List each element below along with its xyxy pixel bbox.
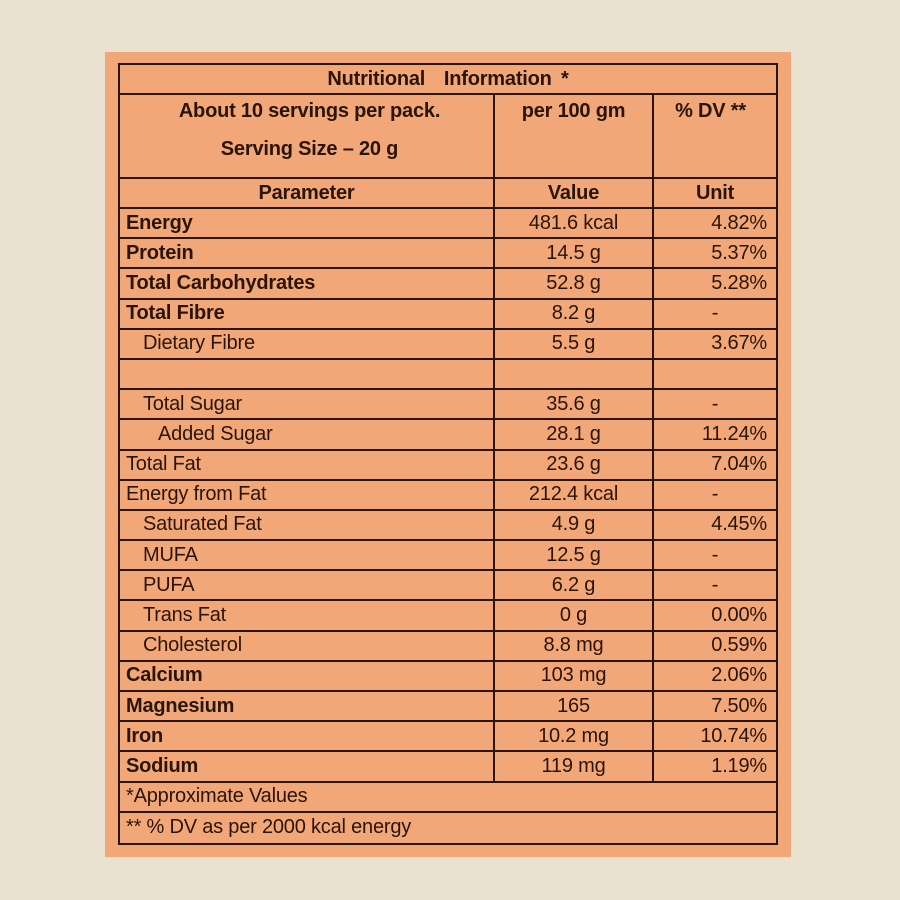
- column-header-parameter: Parameter: [258, 181, 355, 204]
- unit-cell: 4.45%: [652, 510, 776, 540]
- table-row-protein: Protein 14.5 g 5.37%: [120, 239, 776, 270]
- table-row-total-fibre: Total Fibre 8.2 g -: [120, 299, 776, 330]
- table-row-saturated-fat: Saturated Fat 4.9 g 4.45%: [120, 510, 776, 542]
- value-cell: 119 mg: [493, 752, 652, 781]
- value-cell: 12.5 g: [493, 541, 652, 570]
- parameter-cell: PUFA: [143, 573, 195, 596]
- parameter-cell: Magnesium: [126, 694, 235, 717]
- column-header-row: Parameter Value Unit: [120, 179, 776, 209]
- value-cell: 0 g: [493, 601, 652, 630]
- parameter-cell: Saturated Fat: [143, 513, 262, 536]
- per-amount-header-cell: per 100 gm: [493, 95, 652, 177]
- column-header-unit: Unit: [652, 179, 776, 207]
- unit-cell: 7.04%: [652, 450, 776, 479]
- value-cell: 28.1 g: [493, 420, 652, 449]
- parameter-cell: Energy: [126, 211, 193, 234]
- servings-header-cell: About 10 servings per pack. Serving Size…: [120, 95, 493, 177]
- parameter-cell: Energy from Fat: [126, 483, 267, 506]
- table-row-mufa: MUFA 12.5 g -: [120, 541, 776, 572]
- parameter-cell: Iron: [126, 724, 163, 747]
- footnote-dv-basis: ** % DV as per 2000 kcal energy: [126, 816, 412, 839]
- table-title: Nutritional Information *: [120, 65, 776, 95]
- parameter-cell: [120, 360, 493, 388]
- table-row-added-sugar: Added Sugar 28.1 g 11.24%: [120, 420, 776, 451]
- unit-cell: 2.06%: [652, 661, 776, 690]
- unit-cell: 0.59%: [652, 631, 776, 660]
- unit-cell: -: [652, 299, 776, 328]
- value-cell: 212.4 kcal: [493, 480, 652, 509]
- value-cell: 4.9 g: [493, 510, 652, 540]
- value-cell: 10.2 mg: [493, 722, 652, 751]
- value-cell: 23.6 g: [493, 450, 652, 479]
- parameter-cell: Trans Fat: [143, 604, 227, 627]
- unit-cell: [652, 359, 776, 389]
- table-row-sodium: Sodium 119 mg 1.19%: [120, 752, 776, 783]
- unit-cell: 0.00%: [652, 601, 776, 630]
- unit-cell: 11.24%: [652, 420, 776, 449]
- table-row-total-sugar: Total Sugar 35.6 g -: [120, 390, 776, 421]
- value-cell: [493, 359, 652, 389]
- dv-header-cell: % DV **: [652, 95, 776, 177]
- unit-cell: 4.82%: [652, 209, 776, 238]
- unit-cell: 5.37%: [652, 239, 776, 268]
- value-cell: 52.8 g: [493, 269, 652, 298]
- parameter-cell: Sodium: [126, 754, 199, 777]
- value-cell: 165: [493, 692, 652, 721]
- value-cell: 6.2 g: [493, 571, 652, 600]
- value-cell: 14.5 g: [493, 239, 652, 268]
- parameter-cell: Protein: [126, 241, 194, 264]
- parameter-cell: Total Sugar: [143, 392, 242, 415]
- unit-cell: 1.19%: [652, 752, 776, 781]
- parameter-cell: Dietary Fibre: [143, 332, 255, 355]
- unit-cell: 3.67%: [652, 329, 776, 358]
- value-cell: 5.5 g: [493, 329, 652, 358]
- column-header-value: Value: [493, 179, 652, 207]
- value-cell: 481.6 kcal: [493, 209, 652, 238]
- parameter-cell: Cholesterol: [143, 634, 242, 657]
- unit-cell: -: [652, 390, 776, 419]
- unit-cell: 10.74%: [652, 722, 776, 751]
- table-row-total-fat: Total Fat 23.6 g 7.04%: [120, 450, 776, 481]
- table-row-cholesterol: Cholesterol 8.8 mg 0.59%: [120, 631, 776, 662]
- serving-size-text: Serving Size – 20 g: [220, 138, 399, 160]
- table-row-pufa: PUFA 6.2 g -: [120, 571, 776, 602]
- nutrition-table: Nutritional Information * About 10 servi…: [118, 63, 778, 845]
- value-cell: 35.6 g: [493, 390, 652, 419]
- servings-per-pack-text: About 10 servings per pack.: [178, 100, 441, 122]
- table-row-total-carbohydrates: Total Carbohydrates 52.8 g 5.28%: [120, 269, 776, 300]
- parameter-cell: Calcium: [126, 664, 203, 687]
- value-cell: 8.8 mg: [493, 631, 652, 660]
- value-cell: 8.2 g: [493, 299, 652, 328]
- parameter-cell: MUFA: [143, 543, 198, 566]
- unit-cell: -: [652, 571, 776, 600]
- table-row-iron: Iron 10.2 mg 10.74%: [120, 722, 776, 753]
- parameter-cell: Total Fat: [126, 453, 201, 476]
- table-row-dietary-fibre: Dietary Fibre 5.5 g 3.67%: [120, 329, 776, 360]
- value-cell: 103 mg: [493, 661, 652, 690]
- unit-cell: 7.50%: [652, 692, 776, 721]
- table-row-energy-from-fat: Energy from Fat 212.4 kcal -: [120, 480, 776, 511]
- parameter-cell: Added Sugar: [158, 422, 273, 445]
- unit-cell: -: [652, 541, 776, 570]
- unit-cell: -: [652, 480, 776, 509]
- servings-header-row: About 10 servings per pack. Serving Size…: [120, 95, 776, 179]
- parameter-cell: Total Fibre: [126, 302, 225, 325]
- table-row-calcium: Calcium 103 mg 2.06%: [120, 661, 776, 692]
- nutrition-label-panel: Nutritional Information * About 10 servi…: [105, 52, 791, 857]
- table-row-empty: [120, 359, 776, 391]
- table-row-energy: Energy 481.6 kcal 4.82%: [120, 209, 776, 240]
- parameter-cell: Total Carbohydrates: [126, 271, 316, 294]
- unit-cell: 5.28%: [652, 269, 776, 298]
- table-row-trans-fat: Trans Fat 0 g 0.00%: [120, 601, 776, 632]
- footnote-approximate-values: *Approximate Values: [120, 783, 776, 813]
- table-row-magnesium: Magnesium 165 7.50%: [120, 692, 776, 723]
